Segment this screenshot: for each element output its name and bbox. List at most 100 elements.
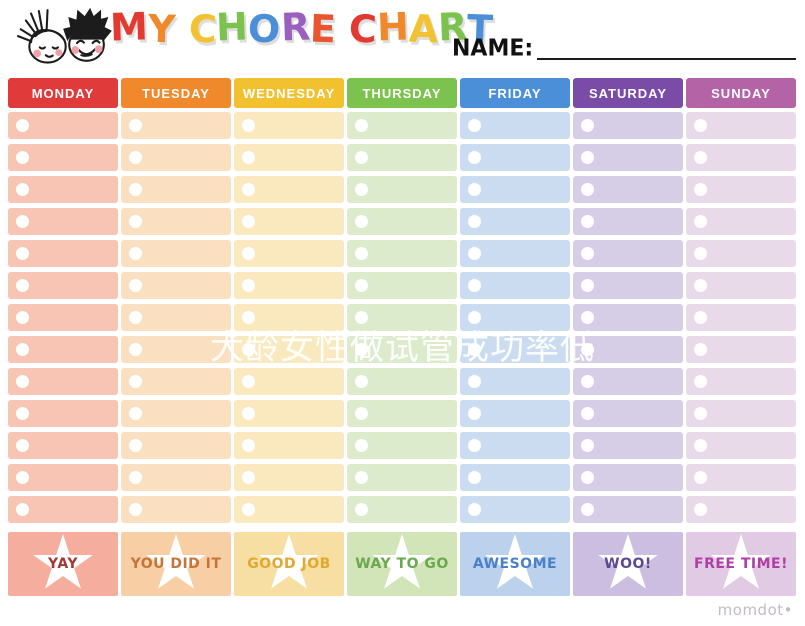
check-circle[interactable] [581,343,594,356]
check-circle[interactable] [242,311,255,324]
page-header: MY CHORE CHART NAME: [0,0,805,76]
check-circle[interactable] [242,279,255,292]
check-circle[interactable] [581,215,594,228]
check-circle[interactable] [468,119,481,132]
check-circle[interactable] [242,471,255,484]
check-circle[interactable] [355,311,368,324]
check-circle[interactable] [16,439,29,452]
check-circle[interactable] [129,375,142,388]
check-circle[interactable] [16,215,29,228]
check-circle[interactable] [129,439,142,452]
chore-cell [686,464,796,491]
check-circle[interactable] [355,343,368,356]
check-circle[interactable] [468,183,481,196]
check-circle[interactable] [468,215,481,228]
check-circle[interactable] [694,247,707,260]
check-circle[interactable] [581,407,594,420]
check-circle[interactable] [468,439,481,452]
check-circle[interactable] [129,119,142,132]
check-circle[interactable] [355,119,368,132]
check-circle[interactable] [468,471,481,484]
check-circle[interactable] [694,151,707,164]
check-circle[interactable] [129,247,142,260]
check-circle[interactable] [694,471,707,484]
check-circle[interactable] [355,375,368,388]
check-circle[interactable] [694,119,707,132]
check-circle[interactable] [355,439,368,452]
name-input-line[interactable] [537,34,796,60]
check-circle[interactable] [468,407,481,420]
check-circle[interactable] [468,343,481,356]
chore-cell [573,208,683,235]
chore-cell [234,176,344,203]
check-circle[interactable] [694,183,707,196]
check-circle[interactable] [242,503,255,516]
check-circle[interactable] [16,471,29,484]
check-circle[interactable] [129,215,142,228]
check-circle[interactable] [694,407,707,420]
check-circle[interactable] [16,311,29,324]
check-circle[interactable] [16,247,29,260]
check-circle[interactable] [355,151,368,164]
check-circle[interactable] [694,311,707,324]
check-circle[interactable] [581,279,594,292]
check-circle[interactable] [694,279,707,292]
check-circle[interactable] [355,215,368,228]
check-circle[interactable] [129,151,142,164]
check-circle[interactable] [468,247,481,260]
check-circle[interactable] [16,151,29,164]
check-circle[interactable] [694,215,707,228]
check-circle[interactable] [129,183,142,196]
check-circle[interactable] [242,247,255,260]
day-header: TUESDAY [121,78,231,108]
check-circle[interactable] [129,311,142,324]
check-circle[interactable] [694,343,707,356]
check-circle[interactable] [242,151,255,164]
check-circle[interactable] [468,375,481,388]
check-circle[interactable] [242,375,255,388]
check-circle[interactable] [242,343,255,356]
check-circle[interactable] [16,119,29,132]
check-circle[interactable] [694,503,707,516]
check-circle[interactable] [242,119,255,132]
check-circle[interactable] [355,183,368,196]
check-circle[interactable] [581,151,594,164]
check-circle[interactable] [581,311,594,324]
chore-cell [686,368,796,395]
check-circle[interactable] [581,471,594,484]
check-circle[interactable] [694,439,707,452]
check-circle[interactable] [129,503,142,516]
check-circle[interactable] [355,279,368,292]
check-circle[interactable] [581,503,594,516]
check-circle[interactable] [242,183,255,196]
check-circle[interactable] [581,183,594,196]
check-circle[interactable] [16,183,29,196]
check-circle[interactable] [129,343,142,356]
chore-cell [234,112,344,139]
chore-cell [121,368,231,395]
check-circle[interactable] [129,279,142,292]
check-circle[interactable] [16,343,29,356]
check-circle[interactable] [355,503,368,516]
check-circle[interactable] [581,439,594,452]
check-circle[interactable] [129,471,142,484]
check-circle[interactable] [242,215,255,228]
check-circle[interactable] [694,375,707,388]
check-circle[interactable] [581,119,594,132]
check-circle[interactable] [581,247,594,260]
check-circle[interactable] [242,439,255,452]
check-circle[interactable] [355,407,368,420]
check-circle[interactable] [355,471,368,484]
check-circle[interactable] [581,375,594,388]
check-circle[interactable] [468,151,481,164]
check-circle[interactable] [468,279,481,292]
check-circle[interactable] [468,503,481,516]
check-circle[interactable] [16,503,29,516]
check-circle[interactable] [468,311,481,324]
check-circle[interactable] [16,407,29,420]
check-circle[interactable] [355,247,368,260]
check-circle[interactable] [16,279,29,292]
check-circle[interactable] [129,407,142,420]
check-circle[interactable] [16,375,29,388]
check-circle[interactable] [242,407,255,420]
